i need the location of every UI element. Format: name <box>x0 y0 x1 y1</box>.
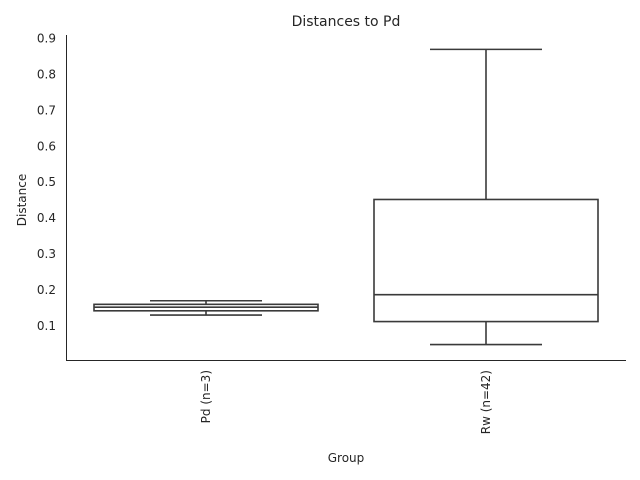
box-group <box>373 48 599 346</box>
y-tick-label: 0.3 <box>37 247 56 261</box>
y-tick-label: 0.8 <box>37 68 56 82</box>
x-tick-label: Rw (n=42) <box>479 370 493 434</box>
boxes <box>93 48 599 346</box>
x-tick-labels: Pd (n=3) Rw (n=42) <box>199 370 493 434</box>
box-group <box>93 299 319 316</box>
y-tick-label: 0.6 <box>37 139 56 153</box>
y-tick-label: 0.2 <box>37 283 56 297</box>
plot-area: 0.1 0.2 0.3 0.4 0.5 0.6 0.7 0.8 0.9 Pd (n=3) Rw (… <box>37 32 626 434</box>
x-tick-label: Pd (n=3) <box>199 370 213 423</box>
y-tick-label: 0.5 <box>37 175 56 189</box>
x-axis-label: Group <box>328 451 365 465</box>
y-tick-label: 0.4 <box>37 211 56 225</box>
chart-title: Distances to Pd <box>292 14 401 30</box>
y-axis-label: Distance <box>15 174 29 226</box>
y-tick-label: 0.9 <box>37 32 56 46</box>
y-tick-label: 0.1 <box>37 319 56 333</box>
box <box>373 198 599 323</box>
y-tick-labels: 0.1 0.2 0.3 0.4 0.5 0.6 0.7 0.8 0.9 <box>37 32 56 333</box>
y-tick-label: 0.7 <box>37 103 56 117</box>
